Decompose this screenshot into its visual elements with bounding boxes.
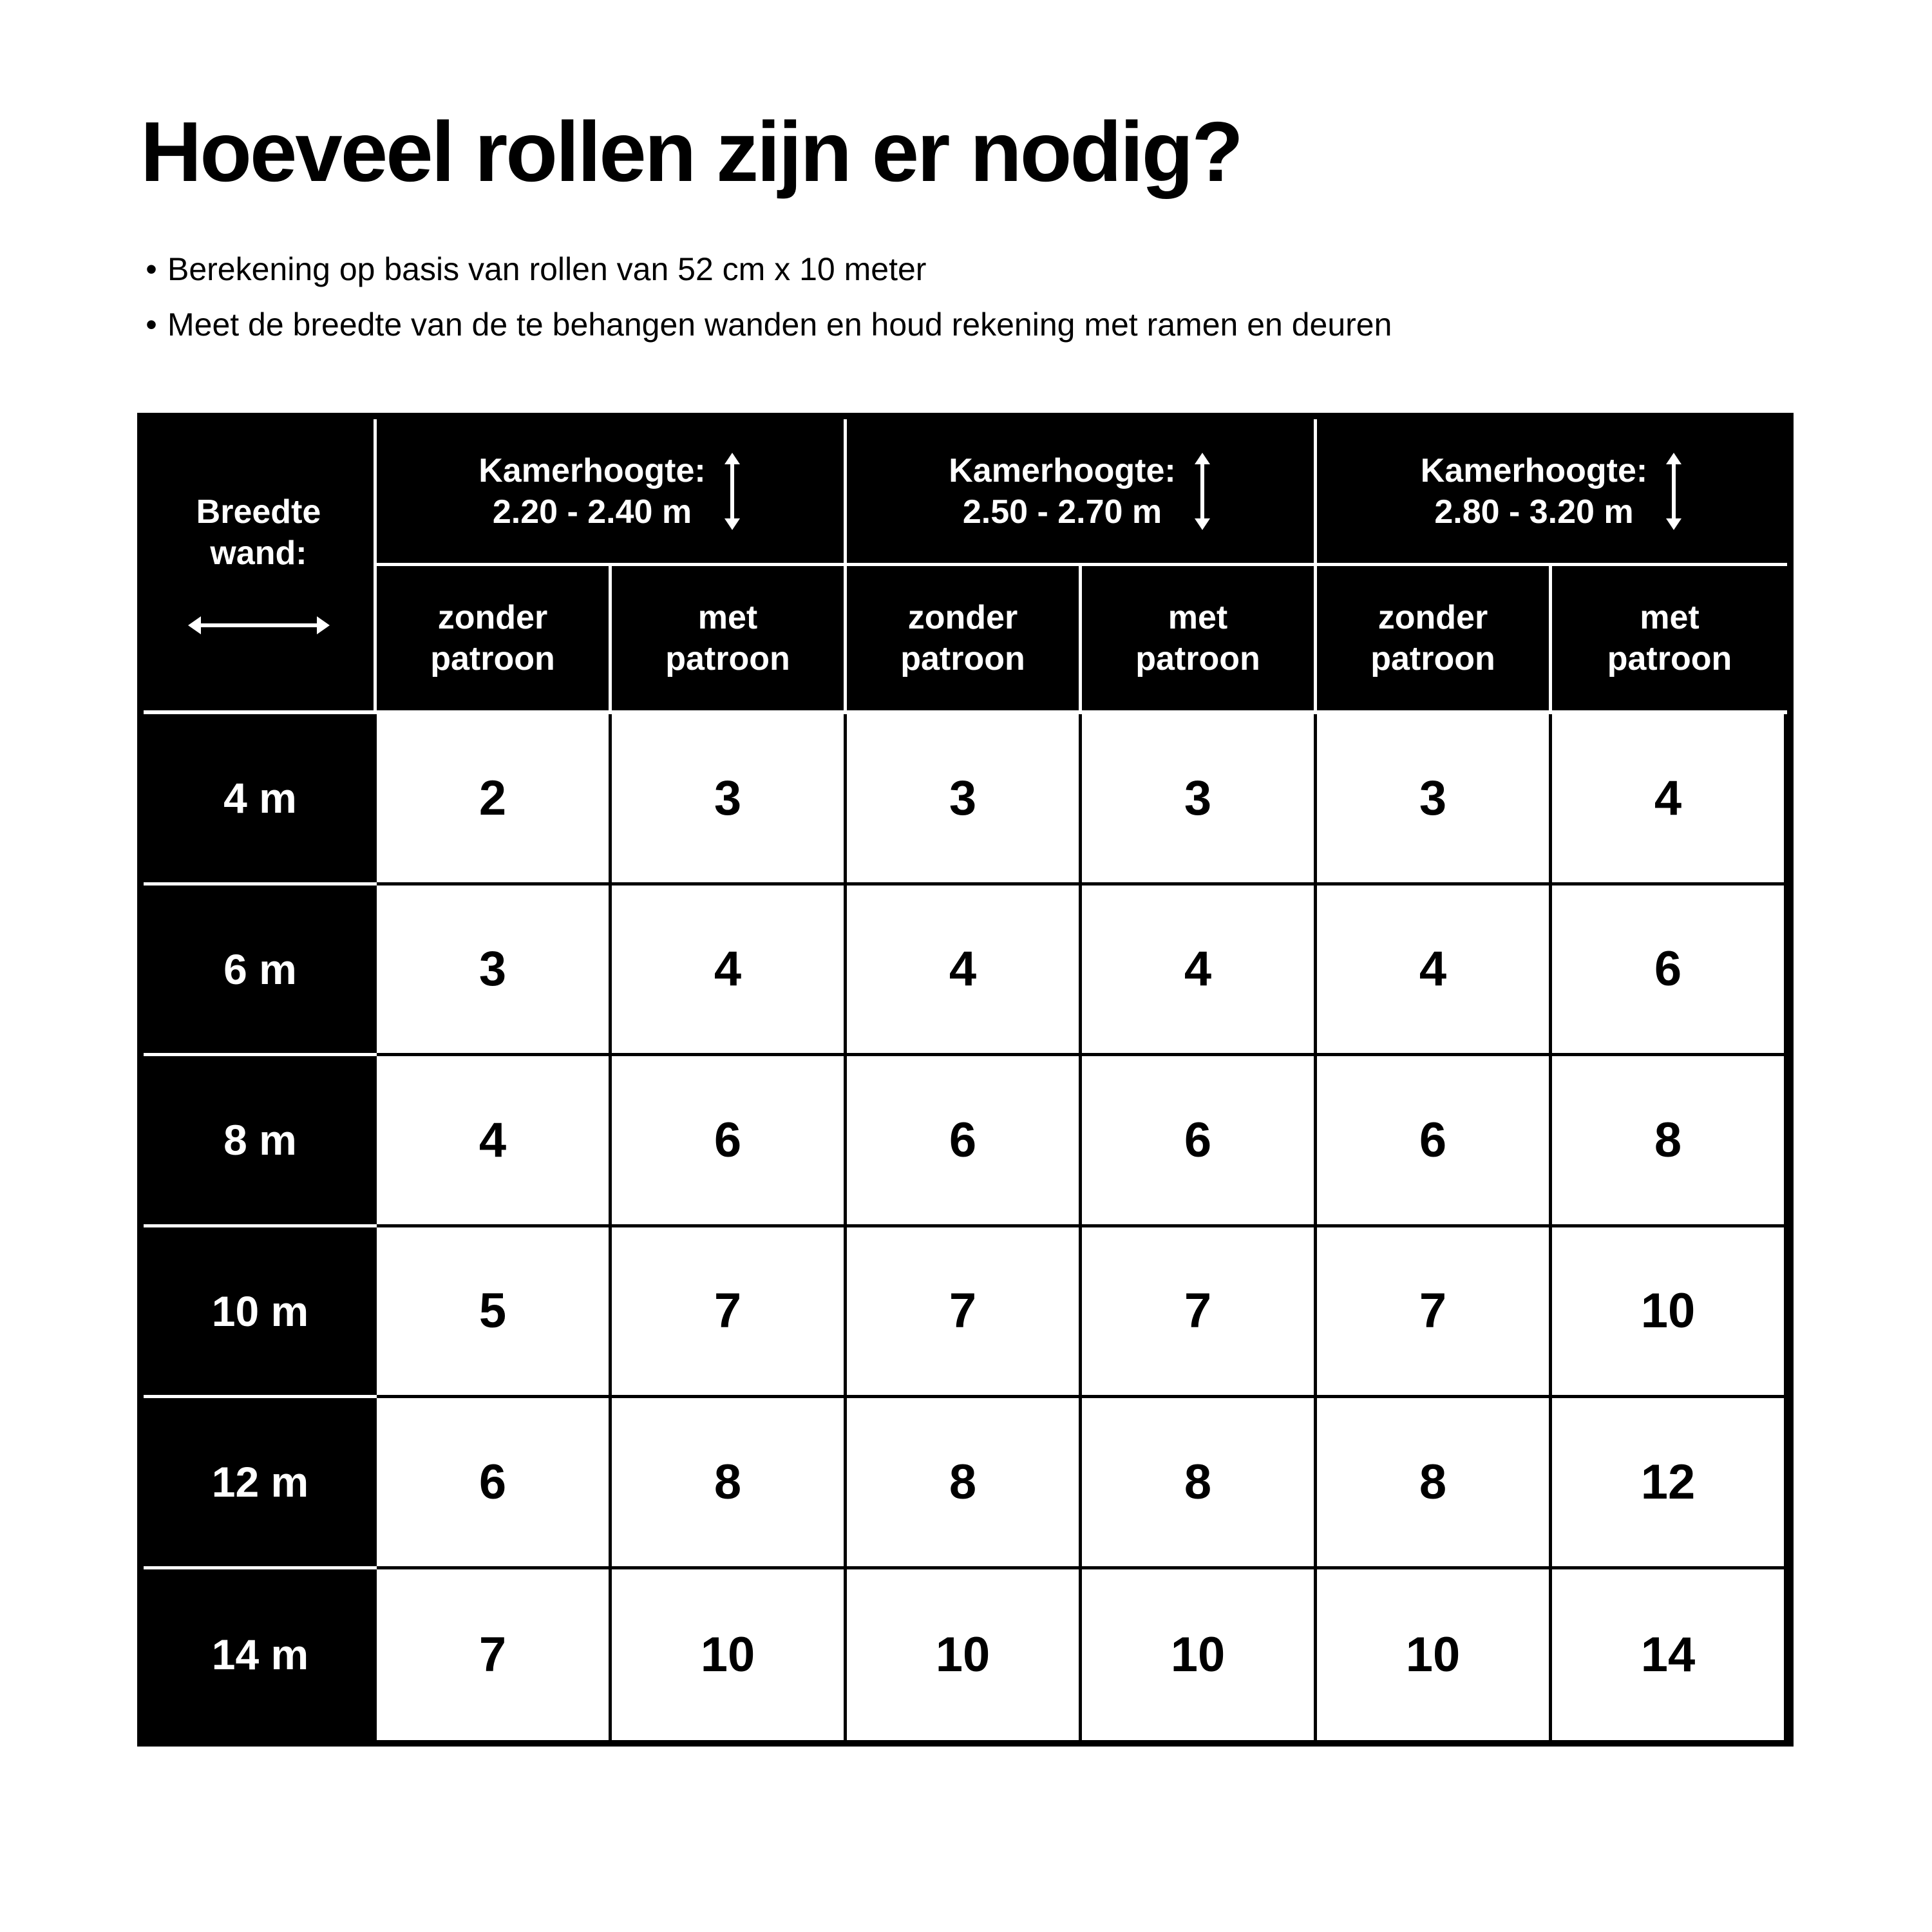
row-header-width: 4 m — [144, 714, 377, 886]
header-text: patroon — [900, 640, 1025, 677]
table-cell: 10 — [1552, 1227, 1787, 1398]
table-cell: 5 — [377, 1227, 612, 1398]
info-text: Meet de breedte van de te behangen wande… — [167, 307, 1392, 343]
table-cell: 4 — [1552, 714, 1787, 886]
table-cell: 6 — [847, 1056, 1082, 1227]
row-header-width: 6 m — [144, 885, 377, 1056]
table-cell: 3 — [377, 885, 612, 1056]
table-cell: 7 — [847, 1227, 1082, 1398]
table-cell: 6 — [377, 1398, 612, 1569]
header-text: met — [1168, 599, 1228, 636]
header-room-height: Kamerhoogte: 2.50 - 2.70 m — [847, 419, 1317, 566]
table-cell: 2 — [377, 714, 612, 886]
header-text: met — [1640, 599, 1700, 636]
subheader-pattern: zonder patroon — [377, 566, 612, 714]
table-cell: 8 — [1552, 1056, 1787, 1227]
header-text: zonder — [907, 599, 1018, 636]
header-room-height: Kamerhoogte: 2.20 - 2.40 m — [377, 419, 847, 566]
table-cell: 3 — [1082, 714, 1317, 886]
header-text: 2.50 - 2.70 m — [962, 493, 1162, 531]
header-wall-width: Breedte wand: — [144, 419, 377, 714]
vertical-double-arrow-icon — [724, 452, 740, 530]
table-cell: 10 — [1317, 1569, 1552, 1740]
table-cell: 8 — [612, 1398, 847, 1569]
header-text: Breedte — [196, 493, 321, 531]
table-cell: 4 — [1317, 885, 1552, 1056]
table-cell: 10 — [1082, 1569, 1317, 1740]
horizontal-double-arrow-icon — [187, 616, 330, 634]
subheader-pattern: met patroon — [1082, 566, 1317, 714]
header-text: 2.80 - 3.20 m — [1434, 493, 1634, 531]
table-cell: 10 — [847, 1569, 1082, 1740]
header-text: zonder — [1378, 599, 1488, 636]
page-title: Hoeveel rollen zijn er nodig? — [140, 104, 1244, 199]
header-text: patroon — [1370, 640, 1495, 677]
row-header-width: 10 m — [144, 1227, 377, 1398]
table-cell: 4 — [847, 885, 1082, 1056]
header-text: 2.20 - 2.40 m — [492, 493, 692, 531]
table-cell: 6 — [1552, 885, 1787, 1056]
header-text: wand: — [210, 535, 307, 572]
info-item: • Meet de breedte van de te behangen wand… — [135, 297, 1392, 352]
header-text: patroon — [1607, 640, 1732, 677]
table-cell: 6 — [1082, 1056, 1317, 1227]
row-header-width: 12 m — [144, 1398, 377, 1569]
table-cell: 12 — [1552, 1398, 1787, 1569]
header-text: patroon — [1135, 640, 1260, 677]
info-text: Berekening op basis van rollen van 52 cm… — [167, 251, 927, 287]
header-text: met — [697, 599, 758, 636]
table-cell: 3 — [612, 714, 847, 886]
table-cell: 8 — [847, 1398, 1082, 1569]
subheader-pattern: met patroon — [1552, 566, 1787, 714]
info-list: • Berekening op basis van rollen van 52 c… — [135, 242, 1392, 352]
table-cell: 14 — [1552, 1569, 1787, 1740]
table-cell: 10 — [612, 1569, 847, 1740]
vertical-double-arrow-icon — [1666, 452, 1682, 530]
table-cell: 4 — [1082, 885, 1317, 1056]
table-cell: 6 — [1317, 1056, 1552, 1227]
header-text: Kamerhoogte: — [949, 451, 1176, 489]
table-cell: 7 — [1317, 1227, 1552, 1398]
table-cell: 7 — [377, 1569, 612, 1740]
bullet-icon: • — [146, 251, 157, 287]
table-cell: 3 — [847, 714, 1082, 886]
header-room-height: Kamerhoogte: 2.80 - 3.20 m — [1317, 419, 1787, 566]
table-cell: 3 — [1317, 714, 1552, 886]
bullet-icon: • — [146, 307, 157, 343]
vertical-double-arrow-icon — [1194, 452, 1210, 530]
header-text: zonder — [437, 599, 548, 636]
subheader-pattern: zonder patroon — [1317, 566, 1552, 714]
table-cell: 8 — [1082, 1398, 1317, 1569]
table-cell: 6 — [612, 1056, 847, 1227]
table-cell: 4 — [612, 885, 847, 1056]
table-cell: 7 — [1082, 1227, 1317, 1398]
row-header-width: 8 m — [144, 1056, 377, 1227]
header-text: Kamerhoogte: — [1420, 451, 1648, 489]
table-cell: 4 — [377, 1056, 612, 1227]
header-text: Kamerhoogte: — [478, 451, 706, 489]
row-header-width: 14 m — [144, 1569, 377, 1740]
table-cell: 8 — [1317, 1398, 1552, 1569]
header-text: patroon — [430, 640, 555, 677]
subheader-pattern: zonder patroon — [847, 566, 1082, 714]
header-text: patroon — [665, 640, 790, 677]
info-item: • Berekening op basis van rollen van 52 c… — [135, 242, 1392, 297]
table-cell: 7 — [612, 1227, 847, 1398]
subheader-pattern: met patroon — [612, 566, 847, 714]
